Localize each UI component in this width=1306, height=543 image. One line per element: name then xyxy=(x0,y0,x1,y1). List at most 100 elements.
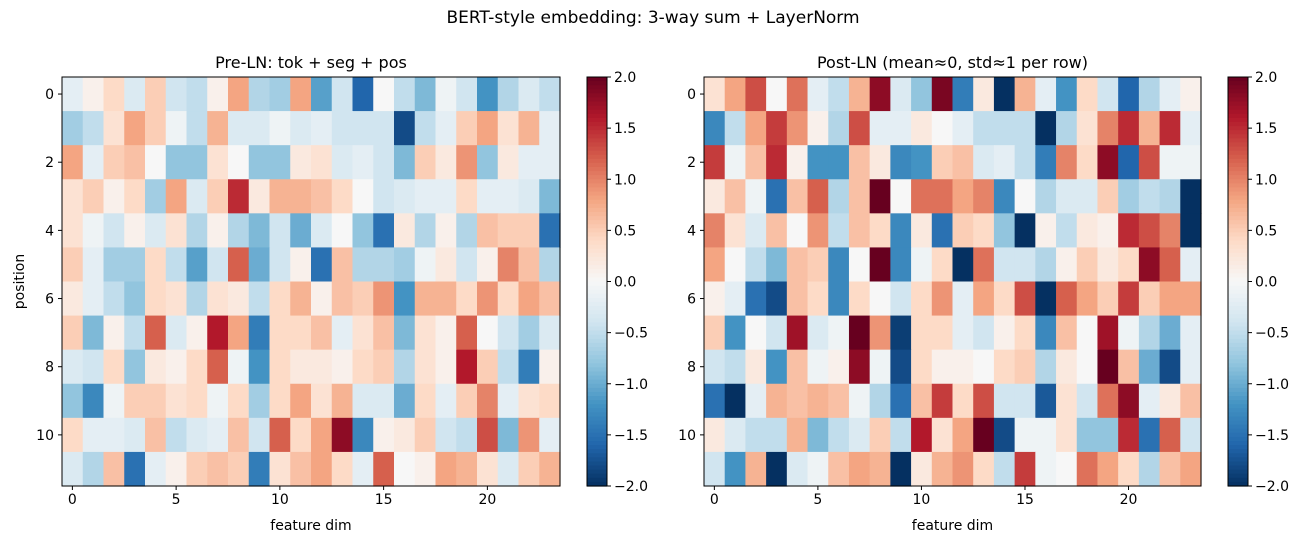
chart2-heatmap-cell xyxy=(1159,213,1181,249)
chart2-heatmap-cell xyxy=(890,349,912,385)
chart2-colorbar-segment xyxy=(1228,477,1248,483)
chart1-heatmap-cell xyxy=(518,77,540,112)
chart2-heatmap-cell xyxy=(704,247,726,283)
chart1-colorbar-segment xyxy=(587,318,607,323)
chart2-heatmap-cell xyxy=(1180,451,1202,487)
chart2-colorbar-segment xyxy=(1228,187,1248,193)
chart1-heatmap-cell xyxy=(103,383,125,419)
chart1-colorbar-segment xyxy=(587,171,607,176)
chart2-heatmap-cell xyxy=(931,349,954,385)
chart2-colorbar-segment xyxy=(1228,375,1248,381)
chart2-heatmap-cell xyxy=(911,145,933,180)
chart1-colorbar-segment xyxy=(587,199,607,205)
chart2-heatmap-cell xyxy=(931,417,954,453)
chart1-heatmap-cell xyxy=(414,281,437,317)
chart1-heatmap-cell xyxy=(248,417,271,453)
chart1-heatmap-cell xyxy=(186,281,208,317)
chart2-colorbar-segment xyxy=(1228,117,1248,123)
chart1-colorbar-segment xyxy=(587,359,607,364)
chart2-colorbar-segment xyxy=(1228,195,1248,201)
chart2-heatmap-cell xyxy=(1014,315,1036,351)
chart1-colorbar-segment xyxy=(587,207,607,213)
chart1-heatmap-cell xyxy=(103,281,125,317)
chart1-heatmap-cell xyxy=(477,179,499,214)
chart1-heatmap-cell xyxy=(497,77,520,112)
chart1-heatmap-cell xyxy=(103,315,125,351)
chart2-heatmap-cell xyxy=(724,315,747,351)
chart2-colorbar-segment xyxy=(1228,220,1248,225)
chart2-colorbar-segment xyxy=(1228,265,1248,270)
chart2-colorbar-segment xyxy=(1228,81,1248,86)
chart1-heatmap-cell xyxy=(311,383,333,419)
chart2-colorbar-segment xyxy=(1228,449,1248,454)
chart2-heatmap-cell xyxy=(869,281,891,317)
chart2-colorbar-segment xyxy=(1228,297,1248,303)
chart1-heatmap-cell xyxy=(311,247,333,283)
chart1-heatmap-cell xyxy=(248,349,271,385)
chart1-heatmap-cell xyxy=(331,349,354,385)
chart1-heatmap-cell xyxy=(477,417,499,453)
chart2-heatmap-cell xyxy=(890,179,912,214)
chart1-heatmap-cell xyxy=(290,315,312,351)
chart2-heatmap-cell xyxy=(993,281,1016,317)
chart2-heatmap-cell xyxy=(1035,417,1057,453)
chart2-colorbar-segment xyxy=(1228,391,1248,397)
chart1-heatmap-cell xyxy=(248,77,271,112)
chart1-heatmap-cell xyxy=(207,315,229,351)
chart1-colorbar-segment xyxy=(587,457,607,463)
chart1-colorbar-segment xyxy=(587,428,607,434)
chart2-x-tick-label: 15 xyxy=(1016,492,1034,508)
chart1-heatmap-cell xyxy=(311,145,333,180)
chart1-heatmap-cell xyxy=(124,77,146,112)
chart2-heatmap-cell xyxy=(1180,77,1202,112)
chart2-colorbar-segment xyxy=(1228,306,1248,311)
chart2-colorbar-segment xyxy=(1228,183,1248,189)
chart1-y-tick-label: 6 xyxy=(45,292,54,308)
chart1-heatmap-cell xyxy=(394,179,416,214)
chart2-colorbar-tick-label: 2.0 xyxy=(1255,70,1277,86)
chart2-heatmap-cell xyxy=(952,315,974,351)
chart2-heatmap-cell xyxy=(1076,383,1099,419)
chart1-colorbar-segment xyxy=(587,195,607,201)
chart1-heatmap-cell xyxy=(518,383,540,419)
chart1-heatmap-cell xyxy=(165,145,188,180)
chart1-heatmap-cell xyxy=(124,179,146,214)
chart2-colorbar-segment xyxy=(1228,293,1248,299)
chart1-heatmap-cell xyxy=(82,145,105,180)
chart1-heatmap-cell xyxy=(186,179,208,214)
chart1-heatmap-cell xyxy=(373,145,395,180)
chart2-heatmap-cell xyxy=(1056,349,1078,385)
chart1-heatmap-cell xyxy=(414,111,437,146)
chart2-heatmap-cell xyxy=(1056,281,1078,317)
chart2-colorbar-segment xyxy=(1228,101,1248,107)
chart2-heatmap-cell xyxy=(766,213,788,249)
chart2-heatmap-cell xyxy=(1159,179,1181,214)
chart2-heatmap-cell xyxy=(1056,111,1078,146)
chart2-heatmap-cell xyxy=(1097,179,1119,214)
chart1-heatmap-cell xyxy=(248,213,271,249)
chart1-colorbar-segment xyxy=(587,191,607,197)
chart1-heatmap-cell xyxy=(82,315,105,351)
chart2-heatmap-cell xyxy=(890,111,912,146)
chart2-colorbar-tick-label: −1.0 xyxy=(1255,377,1289,393)
chart2-colorbar-segment xyxy=(1228,162,1248,168)
chart1-heatmap-cell xyxy=(103,417,125,453)
chart2-colorbar-segment xyxy=(1228,97,1248,103)
chart1-heatmap-cell xyxy=(207,451,229,487)
chart1-colorbar-segment xyxy=(587,146,607,152)
chart2-heatmap-cell xyxy=(1118,111,1140,146)
chart2-heatmap-cell xyxy=(745,77,767,112)
chart1-colorbar-segment xyxy=(587,338,607,344)
chart2-colorbar-segment xyxy=(1228,363,1248,368)
chart2-colorbar-segment xyxy=(1228,256,1248,262)
chart2-heatmap-cell xyxy=(807,383,829,419)
chart1-heatmap-cell xyxy=(290,281,312,317)
chart1-colorbar-segment xyxy=(587,477,607,483)
chart2-colorbar-segment xyxy=(1228,301,1248,307)
chart2-colorbar-segment xyxy=(1228,138,1248,144)
chart1-colorbar-segment xyxy=(587,277,607,283)
chart2-colorbar-segment xyxy=(1228,461,1248,467)
chart1-heatmap-cell xyxy=(373,417,395,453)
chart2-colorbar-segment xyxy=(1228,424,1248,430)
chart2-colorbar-segment xyxy=(1228,359,1248,364)
